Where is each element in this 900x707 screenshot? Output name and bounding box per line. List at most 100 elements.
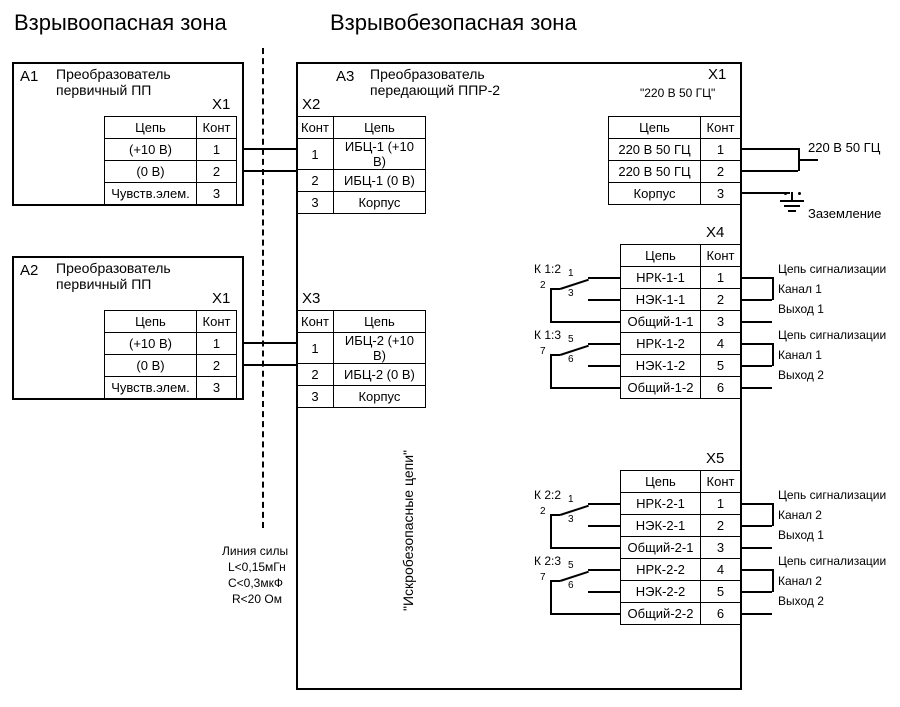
wire-a1-x2-1: [244, 148, 296, 150]
note-line2: L<0,15мГн: [228, 560, 286, 574]
a1-title2: первичный ПП: [56, 82, 151, 98]
x4-w6: [742, 387, 772, 389]
note-line4: R<20 Ом: [232, 592, 282, 606]
k12-arm-base: [550, 288, 560, 290]
x5-label: X5: [706, 450, 724, 467]
note-iskro: "Искробезопасные цепи": [400, 450, 416, 611]
k23-n7: 7: [540, 572, 546, 583]
a1-table: ЦепьКонт (+10 В)1 (0 В)2 Чувств.элем.3: [104, 116, 237, 205]
a3-title1: Преобразователь: [370, 66, 485, 82]
wire-x1-out: [798, 159, 818, 161]
k13-label: К 1:3: [534, 328, 561, 342]
x4-l3: Выход 1: [778, 302, 824, 316]
wire-gnd: [742, 192, 790, 194]
k13-common: [550, 387, 620, 389]
k23-common: [550, 613, 620, 615]
k23-top: [588, 569, 620, 571]
k22-label: К 2:2: [534, 488, 561, 502]
x3-label: X3: [302, 290, 320, 307]
x5-w1: [742, 503, 772, 505]
k12-common: [550, 321, 620, 323]
wire-x1-2: [742, 170, 798, 172]
k12-n2: 2: [540, 280, 546, 291]
x4-l5: Канал 1: [778, 348, 822, 362]
x5-w2: [742, 525, 772, 527]
x4-l2: Канал 1: [778, 282, 822, 296]
wire-a2-x3-2: [244, 364, 296, 366]
wire-a1-x2-2: [244, 170, 296, 172]
x1-table: ЦепьКонт 220 В 50 ГЦ1 220 В 50 ГЦ2 Корпу…: [608, 116, 741, 205]
x2-table: КонтЦепь 1ИБЦ-1 (+10 В) 2ИБЦ-1 (0 В) 3Ко…: [296, 116, 426, 214]
zone-title-right: Взрывобезопасная зона: [330, 10, 577, 36]
x1-sub: "220 В 50 ГЦ": [640, 86, 715, 100]
k22-n3: 3: [568, 514, 574, 525]
x4-l6: Выход 2: [778, 368, 824, 382]
k22-bot: [588, 525, 620, 527]
x4-w3: [742, 321, 772, 323]
note-line3: C<0,3мкФ: [228, 576, 283, 590]
x4-l4: Цепь сигнализации: [778, 328, 886, 342]
a1-id: А1: [20, 68, 38, 85]
label-ground: Заземление: [808, 206, 881, 221]
x2-label: X2: [302, 96, 320, 113]
k23-n6: 6: [568, 580, 574, 591]
x4-j2: [772, 343, 774, 366]
k12-n3: 3: [568, 288, 574, 299]
x5-l1: Цепь сигнализации: [778, 488, 886, 502]
k12-label: К 1:2: [534, 262, 561, 276]
x1-label: X1: [708, 66, 726, 83]
k12-top: [588, 277, 620, 279]
k22-n1: 1: [568, 494, 574, 505]
a2-title2: первичный ПП: [56, 276, 151, 292]
x5-l4: Цепь сигнализации: [778, 554, 886, 568]
a1-x1: X1: [212, 96, 230, 113]
k22-common: [550, 547, 620, 549]
k13-n5: 5: [568, 334, 574, 345]
note-line1: Линия силы: [222, 544, 288, 558]
a3-title2: передающий ППР-2: [370, 82, 500, 98]
k23-bot: [588, 591, 620, 593]
a2-id: А2: [20, 262, 38, 279]
x5-w3: [742, 547, 772, 549]
x4-j1: [772, 277, 774, 300]
a2-title1: Преобразователь: [56, 260, 171, 276]
a2-x1: X1: [212, 290, 230, 307]
k13-bot: [588, 365, 620, 367]
k22-down: [550, 514, 552, 548]
x4-w5: [742, 365, 772, 367]
k13-n6: 6: [568, 354, 574, 365]
k23-arm-base: [550, 580, 560, 582]
zone-divider: [262, 48, 264, 528]
k23-n5: 5: [568, 560, 574, 571]
zone-title-left: Взрывоопасная зона: [14, 10, 227, 36]
k13-n7: 7: [540, 346, 546, 357]
k23-label: К 2:3: [534, 554, 561, 568]
k12-bot: [588, 299, 620, 301]
a2-table: ЦепьКонт (+10 В)1 (0 В)2 Чувств.элем.3: [104, 310, 237, 399]
k13-top: [588, 343, 620, 345]
k13-arm-base: [550, 354, 560, 356]
x4-l1: Цепь сигнализации: [778, 262, 886, 276]
k22-arm-base: [550, 514, 560, 516]
x5-w5: [742, 591, 772, 593]
x4-w2: [742, 299, 772, 301]
x4-w1: [742, 277, 772, 279]
wire-a2-x3-1: [244, 342, 296, 344]
x5-l3: Выход 1: [778, 528, 824, 542]
k12-n1: 1: [568, 268, 574, 279]
a1-title1: Преобразователь: [56, 66, 171, 82]
x5-w4: [742, 569, 772, 571]
x5-l6: Выход 2: [778, 594, 824, 608]
x4-w4: [742, 343, 772, 345]
k22-n2: 2: [540, 506, 546, 517]
a3-id: А3: [336, 68, 354, 85]
x5-l2: Канал 2: [778, 508, 822, 522]
k12-down: [550, 288, 552, 322]
x5-l5: Канал 2: [778, 574, 822, 588]
k23-down: [550, 580, 552, 614]
wire-x1-1: [742, 148, 798, 150]
label-power: 220 В 50 ГЦ: [808, 140, 880, 155]
x4-label: X4: [706, 224, 724, 241]
x5-j1: [772, 503, 774, 526]
k13-down: [550, 354, 552, 388]
